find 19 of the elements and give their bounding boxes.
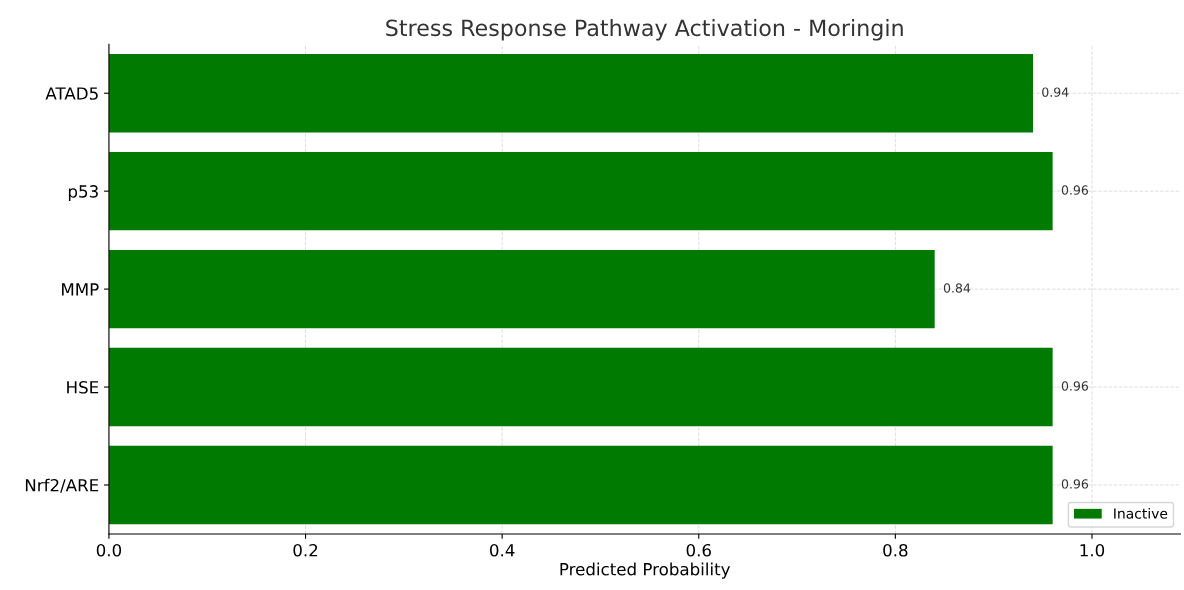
data-label: 0.96: [1061, 381, 1089, 391]
x-tick-label: 0.8: [883, 543, 908, 557]
y-tick-label: Nrf2/ARE: [25, 478, 99, 493]
data-label: 0.94: [1042, 87, 1069, 97]
data-label: 0.96: [1061, 185, 1089, 195]
y-tick-label: ATAD5: [45, 87, 98, 100]
x-axis-title: Predicted Probability: [560, 562, 730, 579]
data-label: 0.84: [943, 283, 971, 293]
data-label: 0.96: [1061, 479, 1089, 489]
y-tick-label: p53: [68, 185, 98, 201]
x-tick-label: 0.6: [686, 543, 711, 557]
legend-label: Inactive: [1114, 508, 1168, 519]
y-tick-label: MMP: [62, 283, 99, 296]
x-tick-label: 0.2: [293, 543, 318, 557]
x-tick-label: 0.4: [489, 543, 515, 557]
x-tick-label: 1.0: [1080, 543, 1105, 557]
chart-title: Stress Response Pathway Activation - Moringin: [386, 19, 903, 41]
x-tick-label: 0.0: [96, 543, 122, 557]
y-tick-label: HSE: [67, 381, 99, 394]
